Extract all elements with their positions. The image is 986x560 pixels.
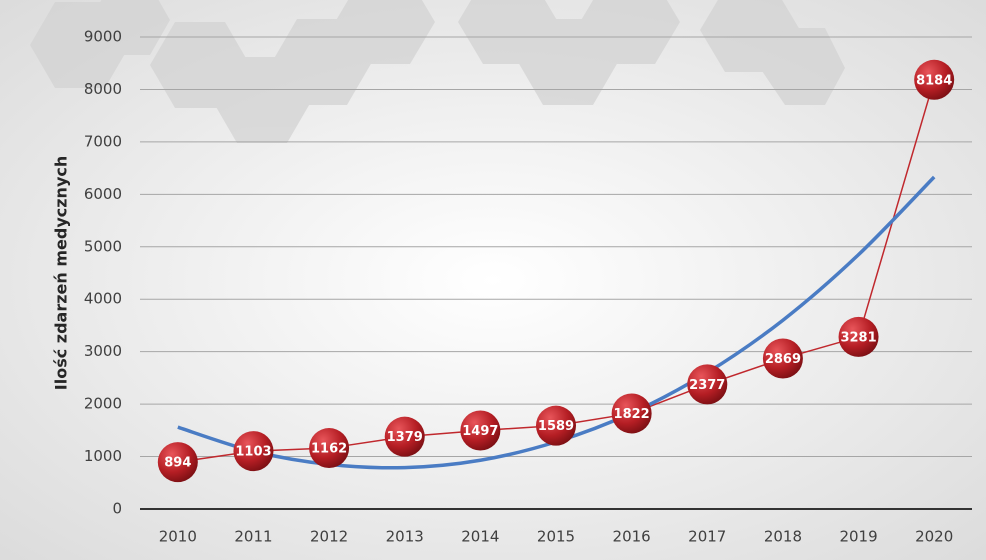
data-label: 1497	[462, 424, 498, 439]
data-label: 2377	[689, 378, 725, 393]
y-tick-label: 0	[112, 500, 122, 518]
background	[0, 0, 986, 560]
y-tick-label: 2000	[84, 395, 122, 413]
y-tick-label: 9000	[84, 28, 122, 46]
data-label: 2869	[765, 352, 801, 367]
data-label: 3281	[840, 330, 876, 345]
data-label: 894	[164, 456, 191, 471]
data-label: 1379	[387, 430, 423, 445]
x-tick-label: 2019	[839, 528, 877, 546]
x-tick-label: 2014	[461, 528, 499, 546]
y-tick-label: 8000	[84, 80, 122, 98]
y-tick-label: 3000	[84, 342, 122, 360]
data-label: 1103	[235, 445, 271, 460]
x-tick-label: 2010	[159, 528, 197, 546]
y-tick-label: 7000	[84, 132, 122, 150]
y-tick-label: 5000	[84, 237, 122, 255]
y-tick-label: 1000	[84, 447, 122, 465]
x-tick-label: 2011	[234, 528, 272, 546]
y-tick-label: 4000	[84, 290, 122, 308]
data-label: 1162	[311, 442, 347, 457]
x-tick-label: 2015	[537, 528, 575, 546]
data-label: 8184	[916, 73, 952, 88]
x-tick-label: 2018	[764, 528, 802, 546]
data-label: 1822	[614, 407, 650, 422]
x-tick-label: 2020	[915, 528, 953, 546]
x-tick-label: 2016	[613, 528, 651, 546]
chart: Ilość zdarzeń medycznych 0 1000 2000 3000 40…	[0, 0, 986, 560]
x-tick-label: 2013	[386, 528, 424, 546]
data-label: 1589	[538, 419, 574, 434]
x-tick-label: 2017	[688, 528, 726, 546]
y-tick-label: 6000	[84, 185, 122, 203]
page: Ilość zdarzeń medycznych 0 1000 2000 3000 40…	[0, 0, 986, 560]
x-tick-label: 2012	[310, 528, 348, 546]
y-axis-title: Ilość zdarzeń medycznych	[52, 156, 71, 390]
